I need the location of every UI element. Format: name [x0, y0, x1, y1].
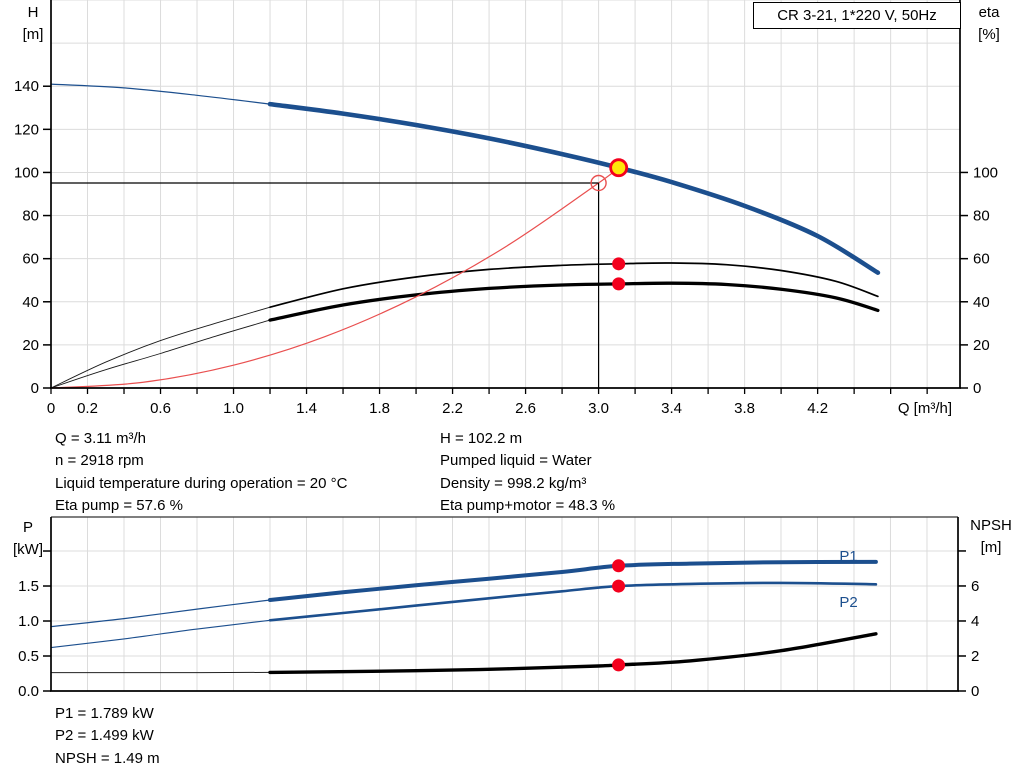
y-left-tick-label: 40 — [22, 294, 39, 311]
p2-dot — [612, 579, 626, 593]
p1-curve — [268, 559, 878, 602]
y-left-tick-label: 100 — [14, 164, 39, 181]
pump-type-label: CR 3-21, 1*220 V, 50Hz — [777, 7, 937, 24]
p2-curve-extended — [50, 619, 271, 649]
duty-point-marker[interactable] — [609, 158, 629, 178]
y-right-tick-label: 0 — [973, 380, 981, 397]
p1-curve-extended — [50, 599, 271, 628]
pump-type-box: CR 3-21, 1*220 V, 50Hz — [753, 2, 961, 29]
x-tick-label: 2.2 — [442, 400, 463, 417]
x-tick-label: 1.4 — [296, 400, 317, 417]
eta-pump-extended — [50, 306, 271, 389]
p2-value-text: P2 = 1.499 kW — [55, 727, 154, 745]
y-left-axis-label: [m] — [23, 26, 44, 43]
y-left-tick-label: 0 — [31, 380, 39, 397]
y-left-tick-label: 20 — [22, 337, 39, 354]
eta-pump-curve — [269, 262, 879, 309]
p2-curve — [268, 581, 878, 622]
x-tick-label: 4.2 — [807, 400, 828, 417]
duty-info-left: Q = 3.11 m³/h n = 2918 rpm Liquid temper… — [55, 428, 347, 518]
eta-pump-dot — [612, 257, 626, 271]
requested-duty-circle — [590, 174, 607, 192]
x-tick-label: 3.8 — [734, 400, 755, 417]
y-right-axis-label: NPSH — [970, 517, 1012, 534]
y-left-tick-label: 80 — [22, 208, 39, 225]
y-right-axis-label: eta — [979, 4, 1001, 21]
eta-pump-motor-extended — [50, 319, 271, 389]
x-tick-label: 0.2 — [77, 400, 98, 417]
gridlines — [51, 517, 958, 691]
pumped-liquid-text: Pumped liquid = Water — [440, 452, 592, 470]
x-tick-label: 3.0 — [588, 400, 609, 417]
y-left-tick-label: 0.5 — [18, 648, 39, 665]
duty-flow-text: Q = 3.11 m³/h — [55, 430, 147, 447]
series-label-p2: P2 — [839, 594, 857, 611]
axes: 0 20 40 60 80 100 120 140 0 20 40 60 80 100 0 0.2 0.6 1.0… — [14, 0, 1000, 417]
y-left-axis-label: [kW] — [13, 541, 43, 558]
y-left-tick-label: 0.0 — [18, 683, 39, 700]
npsh-value-text: NPSH = 1.49 m — [55, 749, 160, 767]
eta-pump-text: Eta pump = 57.6 % — [55, 497, 183, 515]
x-tick-label: 2.6 — [515, 400, 536, 417]
gridlines — [51, 0, 960, 388]
y-left-tick-label: 1.0 — [18, 613, 39, 630]
p1-dot — [612, 559, 626, 573]
hq-eta-chart[interactable]: 0 20 40 60 80 100 120 140 0 20 40 60 80 100 0 0.2 0.6 1.0… — [14, 0, 1000, 417]
x-axis-label: Q [m³/h] — [898, 400, 952, 417]
y-right-tick-label: 6 — [971, 578, 979, 595]
head-curve-extended — [50, 83, 271, 105]
system-curve — [50, 167, 620, 389]
density-text: Density = 998.2 kg/m³ — [440, 474, 587, 492]
y-right-tick-label: 60 — [973, 251, 990, 268]
y-right-tick-label: 2 — [971, 648, 979, 665]
head-curve — [267, 101, 881, 275]
eta-pump-motor-dot — [612, 277, 626, 291]
y-right-axis-label: [%] — [978, 26, 1000, 43]
npsh-curve — [268, 632, 878, 675]
y-left-tick-label: 60 — [22, 251, 39, 268]
y-right-tick-label: 100 — [973, 164, 998, 181]
p1-value-text: P1 = 1.789 kW — [55, 705, 154, 722]
y-left-tick-label: 1.5 — [18, 578, 39, 595]
liquid-temperature-text: Liquid temperature during operation = 20… — [55, 474, 348, 492]
y-right-axis-label: [m] — [981, 539, 1002, 556]
npsh-dot — [612, 658, 626, 672]
y-right-tick-label: 20 — [973, 337, 990, 354]
y-left-tick-label: 140 — [14, 78, 39, 95]
power-info-block: P1 = 1.789 kW P2 = 1.499 kW NPSH = 1.49 … — [55, 703, 160, 770]
y-right-tick-label: 0 — [971, 683, 979, 700]
duty-head-text: H = 102.2 m — [440, 430, 523, 447]
speed-text: n = 2918 rpm — [55, 452, 144, 470]
series-label-p1: P1 — [839, 548, 857, 565]
y-left-tick-label: 120 — [14, 121, 39, 138]
x-tick-label: 0.6 — [150, 400, 171, 417]
eta-pump-motor-text: Eta pump+motor = 48.3 % — [440, 497, 616, 515]
duty-info-right: H = 102.2 m Pumped liquid = Water Densit… — [440, 428, 615, 518]
y-left-axis-label: P — [23, 519, 33, 536]
y-left-axis-label: H — [28, 4, 39, 21]
y-right-tick-label: 40 — [973, 294, 990, 311]
x-tick-label: 1.0 — [223, 400, 244, 417]
x-tick-label: 1.8 — [369, 400, 390, 417]
x-tick-label: 0 — [47, 400, 55, 417]
duty-crosshair — [51, 182, 600, 388]
y-right-tick-label: 4 — [971, 613, 979, 630]
y-right-tick-label: 80 — [973, 208, 990, 225]
axes: 0.0 0.5 1.0 1.5 0 2 4 6 P [kW] NPSH [m] — [13, 516, 1012, 700]
eta-pump-motor-curve — [268, 281, 880, 322]
power-npsh-chart[interactable]: 0.0 0.5 1.0 1.5 0 2 4 6 P [kW] NPSH [m] P1 P2 — [13, 516, 1012, 700]
x-tick-label: 3.4 — [661, 400, 682, 417]
